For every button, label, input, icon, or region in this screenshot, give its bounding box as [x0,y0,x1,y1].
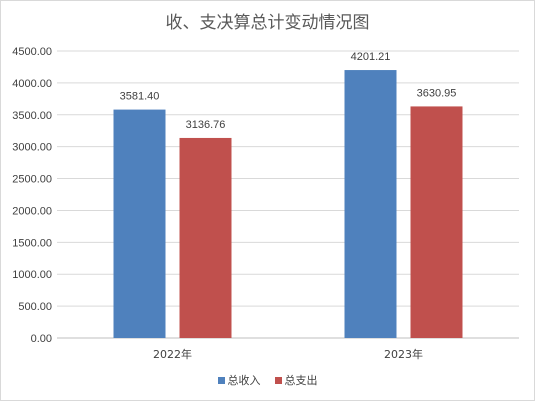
legend: 总收入 总支出 [0,372,535,388]
data-label: 3136.76 [186,119,226,131]
chart-title: 收、支决算总计变动情况图 [165,13,370,33]
y-tick-label: 2000.00 [12,205,52,217]
legend-label: 总支出 [284,374,318,387]
y-tick-label: 4500.00 [12,46,52,58]
bar-income-0 [113,109,166,338]
y-tick-label: 2500.00 [12,174,52,186]
legend-swatch [217,376,225,384]
legend-item: 总收入 [217,372,261,388]
bar-income-1 [344,70,397,339]
data-label: 4201.21 [351,51,391,63]
y-tick-label: 0.00 [31,333,52,345]
bar-expense-1 [410,106,463,338]
y-tick-label: 1000.00 [12,269,52,281]
legend-label: 总收入 [227,374,261,387]
x-category-label: 2023年 [384,347,423,361]
y-axis-ticks: 0.00 500.00 1000.00 1500.00 2000.00 2500.00 30… [12,46,52,345]
y-tick-label: 4000.00 [12,78,52,90]
legend-swatch [274,376,282,384]
legend-item: 总支出 [274,372,318,388]
y-tick-label: 3500.00 [12,110,52,122]
bars [113,70,463,339]
y-tick-label: 1500.00 [12,237,52,249]
y-tick-label: 500.00 [18,301,52,313]
bar-expense-0 [179,137,232,338]
y-tick-label: 3000.00 [12,142,52,154]
x-axis-categories: 2022年 2023年 [153,347,423,361]
data-label: 3581.40 [120,91,160,103]
data-label: 3630.95 [417,87,457,99]
x-category-label: 2022年 [153,347,192,361]
data-labels: 3581.40 3136.76 4201.21 3630.95 [120,51,457,131]
